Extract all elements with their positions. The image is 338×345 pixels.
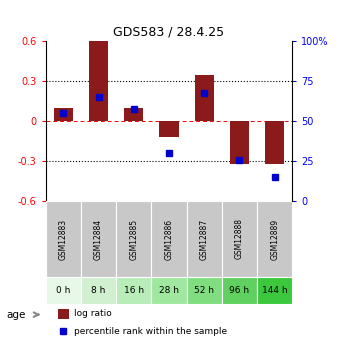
Bar bbox=[257, 201, 292, 277]
Bar bbox=[81, 201, 116, 277]
Title: GDS583 / 28.4.25: GDS583 / 28.4.25 bbox=[114, 26, 224, 39]
Text: 0 h: 0 h bbox=[56, 286, 70, 295]
Bar bbox=[222, 277, 257, 304]
Text: GSM12883: GSM12883 bbox=[59, 218, 68, 259]
Text: log ratio: log ratio bbox=[74, 309, 112, 318]
Text: GSM12886: GSM12886 bbox=[165, 218, 173, 259]
Bar bbox=[46, 277, 81, 304]
Bar bbox=[187, 201, 222, 277]
Bar bbox=[116, 277, 151, 304]
Bar bbox=[187, 277, 222, 304]
Text: GSM12887: GSM12887 bbox=[200, 218, 209, 259]
Text: 8 h: 8 h bbox=[91, 286, 106, 295]
Text: 28 h: 28 h bbox=[159, 286, 179, 295]
Bar bbox=[46, 201, 81, 277]
Text: GSM12885: GSM12885 bbox=[129, 218, 138, 259]
Text: 96 h: 96 h bbox=[230, 286, 249, 295]
Text: 52 h: 52 h bbox=[194, 286, 214, 295]
Bar bbox=[151, 201, 187, 277]
Bar bbox=[230, 121, 249, 164]
Bar bbox=[58, 309, 69, 319]
Bar bbox=[124, 108, 143, 121]
Text: percentile rank within the sample: percentile rank within the sample bbox=[74, 327, 227, 336]
Text: 144 h: 144 h bbox=[262, 286, 288, 295]
Bar bbox=[195, 75, 214, 121]
Bar bbox=[89, 41, 108, 121]
Text: age: age bbox=[7, 310, 26, 319]
Text: GSM12888: GSM12888 bbox=[235, 218, 244, 259]
Bar bbox=[159, 121, 179, 137]
Bar bbox=[53, 108, 73, 121]
Text: GSM12884: GSM12884 bbox=[94, 218, 103, 259]
Bar bbox=[222, 201, 257, 277]
Text: GSM12889: GSM12889 bbox=[270, 218, 279, 259]
Bar bbox=[151, 277, 187, 304]
Bar bbox=[265, 121, 285, 164]
Text: 16 h: 16 h bbox=[124, 286, 144, 295]
Bar bbox=[257, 277, 292, 304]
Bar bbox=[81, 277, 116, 304]
Bar bbox=[116, 201, 151, 277]
